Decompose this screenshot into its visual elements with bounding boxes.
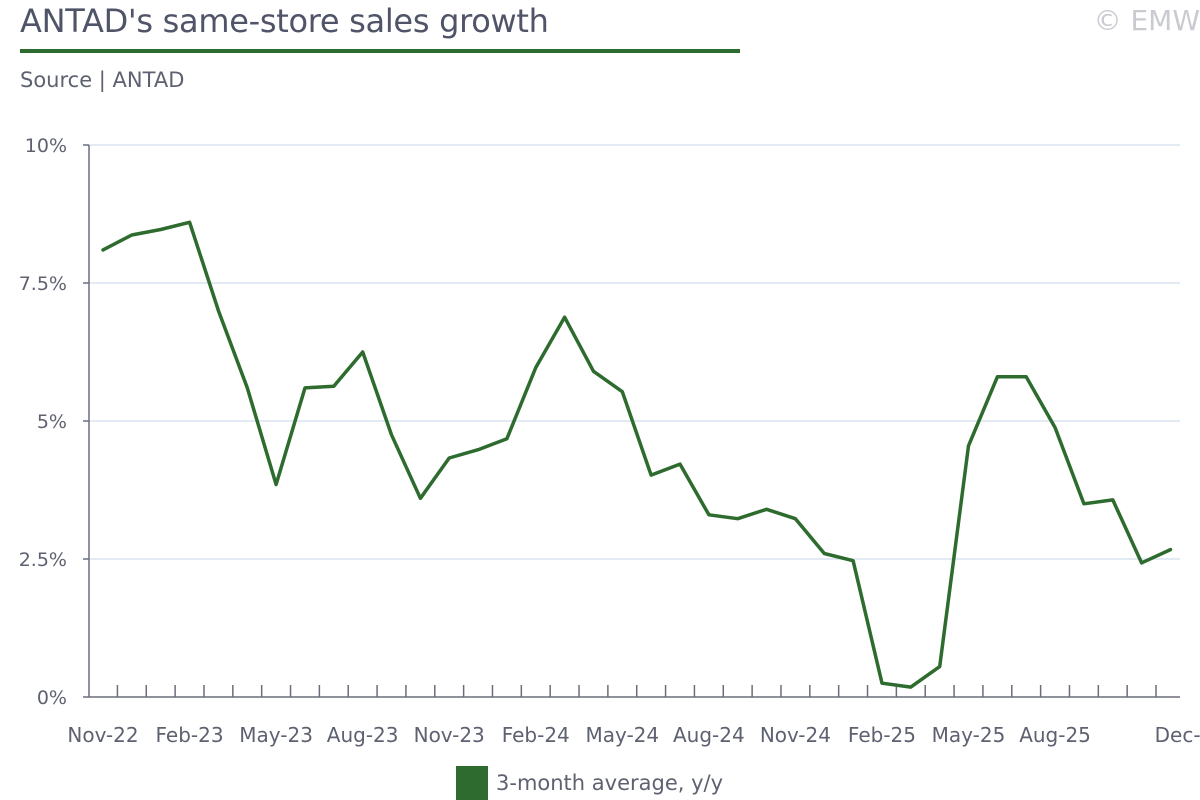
x-tick-label: Aug-23 bbox=[327, 723, 399, 747]
x-tick-label: May-23 bbox=[239, 723, 313, 747]
x-tick-label: May-25 bbox=[932, 723, 1006, 747]
x-tick-label: Feb-23 bbox=[156, 723, 224, 747]
x-tick-label: Nov-23 bbox=[414, 723, 485, 747]
x-tick-label: Dec-25 bbox=[1155, 723, 1200, 747]
y-tick-label: 0% bbox=[37, 687, 67, 709]
x-tick-label: Feb-25 bbox=[848, 723, 916, 747]
x-tick-label: Aug-25 bbox=[1019, 723, 1091, 747]
x-tick-label: Nov-24 bbox=[760, 723, 831, 747]
legend: 3-month average, y/y bbox=[456, 766, 723, 800]
x-tick-label: Nov-22 bbox=[67, 723, 138, 747]
y-tick-label: 7.5% bbox=[19, 273, 67, 295]
y-tick-label: 2.5% bbox=[19, 549, 67, 571]
source-note: Source | ANTAD bbox=[20, 68, 185, 92]
x-tick-label: Feb-24 bbox=[502, 723, 570, 747]
x-tick-label: Aug-24 bbox=[673, 723, 745, 747]
line-chart: 0% 2.5% 5% 7.5% 10% Nov-22 Feb-23 May-23 Aug-23 N… bbox=[19, 135, 1200, 747]
copyright-notice: © EMW bbox=[1093, 4, 1200, 37]
legend-label: 3-month average, y/y bbox=[496, 771, 724, 795]
series-line bbox=[101, 220, 1173, 689]
title-underline bbox=[20, 49, 740, 53]
y-tick-label: 5% bbox=[37, 411, 67, 433]
x-tick-label: May-24 bbox=[585, 723, 659, 747]
chart-title: ANTAD's same-store sales growth bbox=[20, 2, 549, 40]
y-tick-label: 10% bbox=[25, 135, 67, 157]
legend-swatch bbox=[456, 766, 488, 800]
